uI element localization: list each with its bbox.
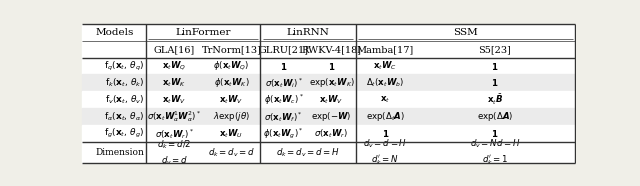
Text: $\mathbf{x}_t\boldsymbol{W}_V$: $\mathbf{x}_t\boldsymbol{W}_V$: [163, 94, 187, 106]
Text: $\phi(\mathbf{x}_t\boldsymbol{W}_K)$: $\phi(\mathbf{x}_t\boldsymbol{W}_K)$: [214, 76, 250, 89]
Bar: [83, 25, 575, 57]
Text: $\mathbf{1}$: $\mathbf{1}$: [492, 128, 499, 139]
Text: $\mathbf{x}_t\boldsymbol{W}_V$: $\mathbf{x}_t\boldsymbol{W}_V$: [319, 94, 344, 106]
Text: $\exp(\Delta\boldsymbol{A})$: $\exp(\Delta\boldsymbol{A})$: [477, 110, 513, 123]
Text: $d_v = Nd = H$
$d^{\prime}_k = 1$: $d_v = Nd = H$ $d^{\prime}_k = 1$: [470, 138, 520, 167]
Text: $\sigma(\mathbf{x}_t\boldsymbol{W}_i)^*$: $\sigma(\mathbf{x}_t\boldsymbol{W}_i)^*$: [264, 76, 303, 90]
Text: $\mathbf{x}_t\boldsymbol{W}_Q$: $\mathbf{x}_t\boldsymbol{W}_Q$: [163, 60, 187, 72]
Text: LinFormer: LinFormer: [175, 28, 231, 37]
Text: GLRU[21]: GLRU[21]: [259, 45, 308, 54]
Text: $\mathrm{f}_\alpha(\mathbf{x}_t,\,\theta_\alpha)$: $\mathrm{f}_\alpha(\mathbf{x}_t,\,\theta…: [104, 111, 145, 123]
Bar: [83, 92, 575, 108]
Text: GLA[16]: GLA[16]: [154, 45, 195, 54]
Text: Models: Models: [95, 28, 133, 37]
Text: $\exp(\Delta_t\boldsymbol{A})$: $\exp(\Delta_t\boldsymbol{A})$: [365, 110, 405, 123]
Text: $\mathrm{f}_q(\mathbf{x}_t,\,\theta_q)$: $\mathrm{f}_q(\mathbf{x}_t,\,\theta_q)$: [104, 60, 145, 73]
Text: $\mathbf{x}_t$: $\mathbf{x}_t$: [380, 95, 390, 105]
Text: $d_k = d_v = d = H$: $d_k = d_v = d = H$: [276, 146, 340, 159]
Text: $\mathbf{x}_t\boldsymbol{W}_C$: $\mathbf{x}_t\boldsymbol{W}_C$: [373, 60, 397, 72]
Bar: [83, 75, 575, 92]
Text: $\phi(\mathbf{x}_t\boldsymbol{W}_c)^*$: $\phi(\mathbf{x}_t\boldsymbol{W}_c)^*$: [264, 93, 303, 107]
Text: $\phi(\mathbf{x}_t\boldsymbol{W}_Q)$: $\phi(\mathbf{x}_t\boldsymbol{W}_Q)$: [213, 60, 250, 72]
Text: Mamba[17]: Mamba[17]: [356, 45, 414, 54]
Text: $\mathrm{f}_k(\mathbf{x}_t,\,\theta_k)$: $\mathrm{f}_k(\mathbf{x}_t,\,\theta_k)$: [105, 77, 145, 89]
Text: $\mathbf{x}_t\boldsymbol{W}_K$: $\mathbf{x}_t\boldsymbol{W}_K$: [163, 77, 187, 89]
Text: $\mathbf{1}$: $\mathbf{1}$: [328, 60, 335, 71]
Text: $\lambda\exp(j\theta)$: $\lambda\exp(j\theta)$: [213, 110, 250, 123]
Text: S5[23]: S5[23]: [479, 45, 511, 54]
Text: $d_v = d = H$
$d^{\prime}_k = N$: $d_v = d = H$ $d^{\prime}_k = N$: [363, 138, 408, 167]
Text: RWKV-4[18]: RWKV-4[18]: [301, 45, 362, 54]
Bar: [83, 142, 575, 163]
Text: SSM: SSM: [453, 28, 478, 37]
Text: $\Delta_t(\mathbf{x}_t\boldsymbol{W}_b)$: $\Delta_t(\mathbf{x}_t\boldsymbol{W}_b)$: [366, 77, 404, 89]
Bar: [83, 57, 575, 75]
Text: $\mathbf{x}_t\boldsymbol{W}_V$: $\mathbf{x}_t\boldsymbol{W}_V$: [220, 94, 244, 106]
Text: $d_k = d_v = d$: $d_k = d_v = d$: [208, 146, 255, 159]
Text: $\mathrm{f}_v(\mathbf{x}_t,\,\theta_v)$: $\mathrm{f}_v(\mathbf{x}_t,\,\theta_v)$: [105, 94, 145, 106]
Text: $\mathbf{1}$: $\mathbf{1}$: [381, 128, 389, 139]
Text: $\exp(\mathbf{x}_t\boldsymbol{W}_K)$: $\exp(\mathbf{x}_t\boldsymbol{W}_K)$: [308, 76, 355, 89]
Text: Dimension: Dimension: [95, 148, 145, 157]
Text: $\sigma(\mathbf{x}_t\boldsymbol{W}_r)^*$: $\sigma(\mathbf{x}_t\boldsymbol{W}_r)^*$: [155, 127, 194, 141]
Text: $\mathbf{1}$: $\mathbf{1}$: [492, 78, 499, 89]
Text: $\sigma(\mathbf{x}_t\boldsymbol{W}_f)^*$: $\sigma(\mathbf{x}_t\boldsymbol{W}_f)^*$: [264, 110, 303, 124]
Text: $\exp(-\boldsymbol{W})$: $\exp(-\boldsymbol{W})$: [311, 110, 352, 123]
Text: $d_k = d/2$
$d_v = d$: $d_k = d/2$ $d_v = d$: [157, 138, 192, 167]
Bar: [83, 108, 575, 125]
Text: TrNorm[13]: TrNorm[13]: [202, 45, 262, 54]
Text: $\mathbf{1}$: $\mathbf{1}$: [280, 60, 287, 71]
Bar: [83, 125, 575, 142]
Text: $\mathbf{x}_t\boldsymbol{W}_U$: $\mathbf{x}_t\boldsymbol{W}_U$: [220, 128, 244, 140]
Text: $\sigma(\mathbf{x}_t\boldsymbol{W}^1_\alpha\boldsymbol{W}^2_\alpha)^*$: $\sigma(\mathbf{x}_t\boldsymbol{W}^1_\al…: [147, 109, 202, 124]
Text: LinRNN: LinRNN: [287, 28, 330, 37]
Text: $\mathbf{x}_t\bar{\boldsymbol{B}}$: $\mathbf{x}_t\bar{\boldsymbol{B}}$: [487, 93, 503, 107]
Text: $\mathbf{1}$: $\mathbf{1}$: [492, 60, 499, 71]
Text: $\mathrm{f}_g(\mathbf{x}_t,\,\theta_g)$: $\mathrm{f}_g(\mathbf{x}_t,\,\theta_g)$: [104, 127, 145, 140]
Text: $\sigma(\mathbf{x}_t\boldsymbol{W}_r)$: $\sigma(\mathbf{x}_t\boldsymbol{W}_r)$: [314, 128, 348, 140]
Text: $\phi(\mathbf{x}_t\boldsymbol{W}_g)^*$: $\phi(\mathbf{x}_t\boldsymbol{W}_g)^*$: [264, 127, 304, 141]
